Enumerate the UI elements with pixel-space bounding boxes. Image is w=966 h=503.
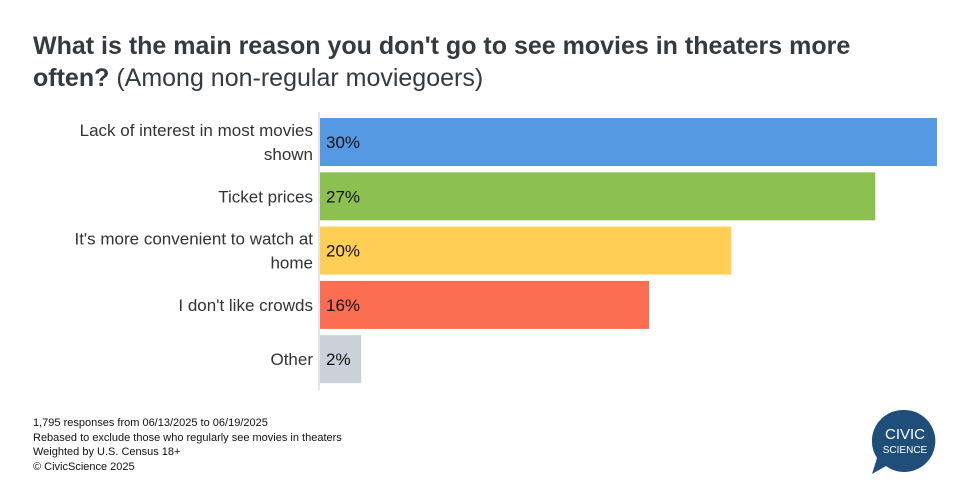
footer-notes: 1,795 responses from 06/13/2025 to 06/19… xyxy=(33,416,342,474)
category-label: Lack of interest in most movies xyxy=(80,121,313,140)
bar xyxy=(320,335,362,384)
category-label: It's more convenient to watch at xyxy=(74,230,313,249)
category-label: Ticket prices xyxy=(218,187,313,206)
footer-rebased: Rebased to exclude those who regularly s… xyxy=(33,431,342,444)
bar xyxy=(320,280,650,329)
category-label: I don't like crowds xyxy=(178,296,313,315)
civicscience-logo: CIVIC SCIENCE xyxy=(871,409,936,474)
chart-title: What is the main reason you don't go to … xyxy=(33,30,933,94)
footer-weighting: Weighted by U.S. Census 18+ xyxy=(33,446,181,458)
category-label: Other xyxy=(270,350,313,369)
footer-copyright: © CivicScience 2025 xyxy=(33,460,135,473)
chart-subtitle: (Among non-regular moviegoers) xyxy=(116,64,484,92)
bar xyxy=(320,226,732,275)
data-label: 30% xyxy=(326,133,360,152)
logo-text-science: SCIENCE xyxy=(883,445,928,456)
category-label: shown xyxy=(264,145,313,164)
data-label: 27% xyxy=(326,187,360,206)
bar xyxy=(320,118,937,166)
category-label: home xyxy=(270,254,313,273)
bar xyxy=(320,172,876,221)
data-label: 16% xyxy=(326,296,360,315)
bar-chart: 30% Lack of interest in most movies shown 2… xyxy=(74,112,937,390)
data-label: 2% xyxy=(326,350,351,369)
logo-text-civic: CIVIC xyxy=(885,426,925,443)
footer-responses: 1,795 responses from 06/13/2025 to 06/19… xyxy=(33,417,268,429)
data-label: 20% xyxy=(326,242,360,261)
chart-title-main: What is the main reason you don't go to … xyxy=(33,32,851,92)
